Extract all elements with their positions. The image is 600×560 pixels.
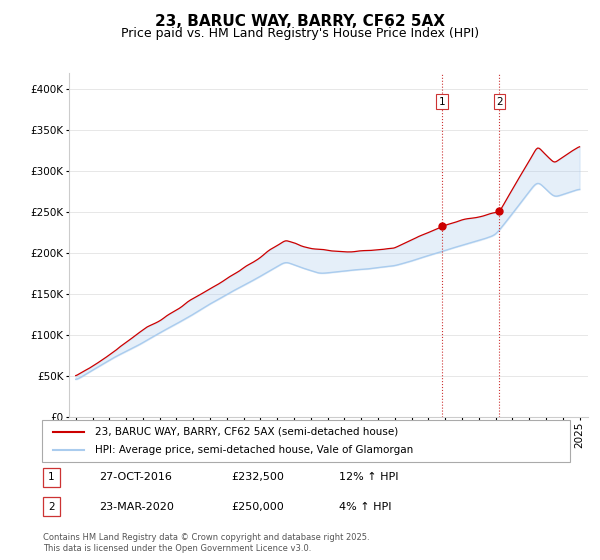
Text: Price paid vs. HM Land Registry's House Price Index (HPI): Price paid vs. HM Land Registry's House …: [121, 27, 479, 40]
Text: HPI: Average price, semi-detached house, Vale of Glamorgan: HPI: Average price, semi-detached house,…: [95, 445, 413, 455]
Text: 23, BARUC WAY, BARRY, CF62 5AX (semi-detached house): 23, BARUC WAY, BARRY, CF62 5AX (semi-det…: [95, 427, 398, 437]
Text: 1: 1: [48, 472, 55, 482]
Text: 4% ↑ HPI: 4% ↑ HPI: [339, 502, 391, 512]
Text: 12% ↑ HPI: 12% ↑ HPI: [339, 472, 398, 482]
Text: 23-MAR-2020: 23-MAR-2020: [99, 502, 174, 512]
Text: 23, BARUC WAY, BARRY, CF62 5AX: 23, BARUC WAY, BARRY, CF62 5AX: [155, 14, 445, 29]
FancyBboxPatch shape: [42, 420, 570, 462]
Text: Contains HM Land Registry data © Crown copyright and database right 2025.
This d: Contains HM Land Registry data © Crown c…: [43, 533, 370, 553]
Text: 2: 2: [48, 502, 55, 512]
Text: £250,000: £250,000: [231, 502, 284, 512]
Text: 27-OCT-2016: 27-OCT-2016: [99, 472, 172, 482]
Text: 2: 2: [496, 96, 503, 106]
Text: £232,500: £232,500: [231, 472, 284, 482]
Text: 1: 1: [439, 96, 446, 106]
